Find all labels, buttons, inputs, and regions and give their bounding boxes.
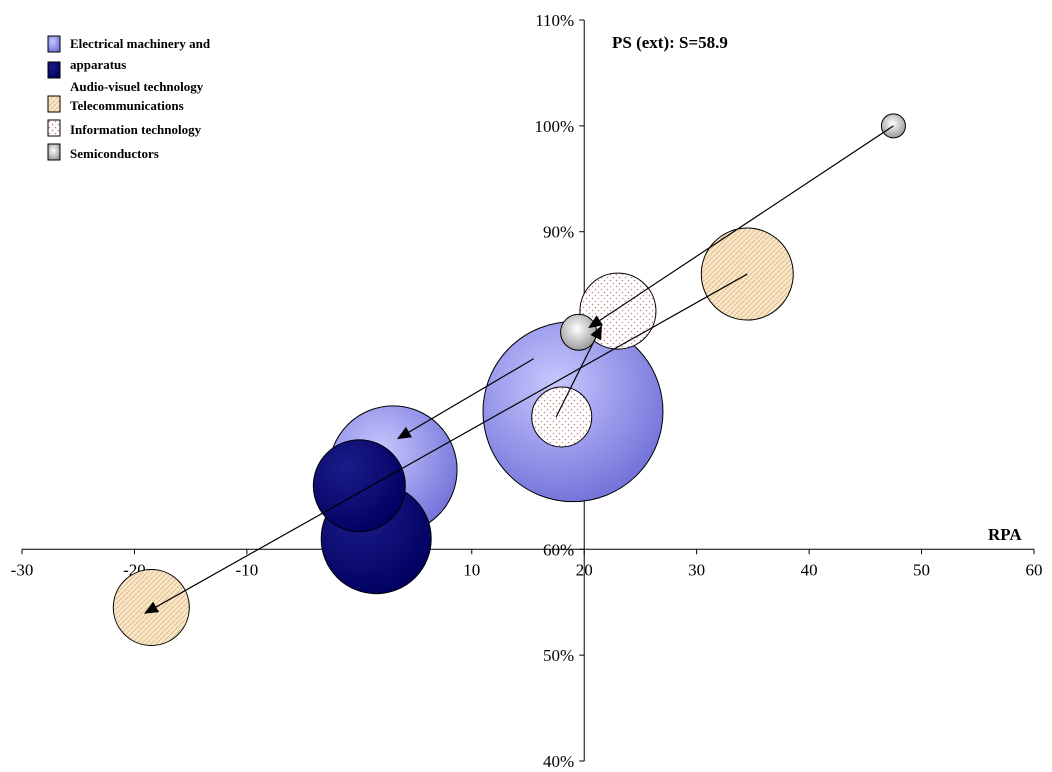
trend-arrow [555, 325, 602, 418]
chart-annotation: PS (ext): S=58.9 [612, 33, 728, 52]
legend-label: Electrical machinery and [70, 36, 211, 51]
legend-label: Audio-visuel technology [70, 79, 204, 94]
trend-arrow [396, 358, 534, 440]
y-tick-label: 60% [543, 540, 574, 559]
trend-arrow [143, 273, 748, 614]
legend-swatch [47, 143, 61, 161]
trend-arrow [588, 125, 894, 329]
legend-label: Information technology [70, 122, 202, 137]
x-tick-label: 40 [801, 560, 818, 579]
x-tick-label: 50 [913, 560, 930, 579]
legend-label: apparatus [70, 57, 126, 72]
legend-label: Semiconductors [70, 146, 159, 161]
y-tick-label: 110% [535, 11, 574, 30]
x-tick-label: 30 [688, 560, 705, 579]
x-tick-label: 60 [1026, 560, 1043, 579]
bubble-telecommunications [112, 569, 190, 647]
legend-swatch [47, 119, 61, 137]
legend-swatch [47, 35, 61, 53]
legend-swatch [47, 95, 61, 113]
y-tick-label: 40% [543, 752, 574, 771]
bubble-audio-visuel-technology [312, 439, 406, 533]
bubble-information-technology [531, 386, 593, 448]
bubble-semiconductors [560, 313, 598, 351]
legend-swatch [47, 61, 61, 79]
x-tick-label: -30 [11, 560, 34, 579]
x-axis-label: RPA [988, 525, 1022, 544]
legend-label: Telecommunications [70, 98, 184, 113]
y-tick-label: 50% [543, 646, 574, 665]
y-tick-label: 90% [543, 223, 574, 242]
x-tick-label: 20 [576, 560, 593, 579]
x-tick-label: 10 [463, 560, 480, 579]
x-tick-label: -10 [236, 560, 259, 579]
y-tick-label: 100% [535, 117, 575, 136]
